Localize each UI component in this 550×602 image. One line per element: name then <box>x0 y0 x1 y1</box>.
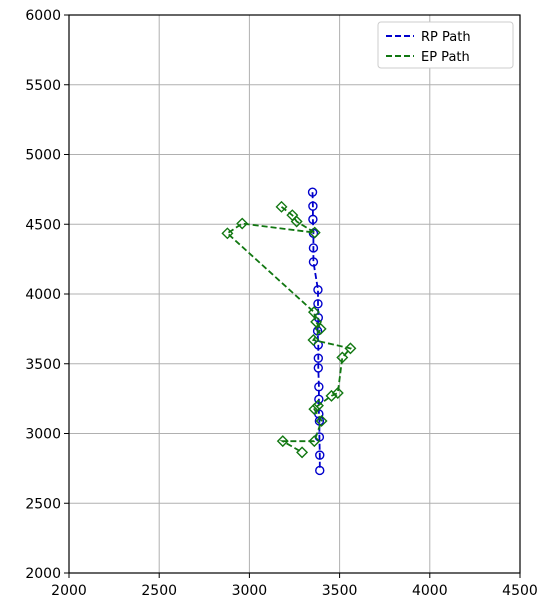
data-point-ep-path <box>236 217 249 230</box>
data-point-ep-path <box>307 306 320 319</box>
legend-box <box>377 21 514 69</box>
legend-rp-label: RP Path <box>421 30 471 45</box>
data-point-ep-path <box>336 351 349 364</box>
data-point-rp-path <box>313 285 323 295</box>
data-point-rp-path <box>307 187 318 197</box>
y-tick-label: 6000 <box>25 8 61 24</box>
y-tick-label: 4500 <box>25 217 61 233</box>
y-axis: 2000 2500 3000 3500 4000 4500 5000 5500 6000 <box>25 8 69 582</box>
data-point-rp-path <box>315 450 325 460</box>
data-point-ep-path <box>275 200 288 213</box>
data-point-rp-path <box>308 257 319 267</box>
data-point-ep-path <box>308 435 321 448</box>
y-tick-label: 4000 <box>25 287 61 303</box>
series-ep-path <box>221 200 357 459</box>
x-tick-label: 3500 <box>322 583 358 599</box>
legend: RP Path EP Path <box>377 21 514 69</box>
series-line-ep-path <box>225 206 353 454</box>
data-point-ep-path <box>308 226 321 239</box>
legend-ep-label: EP Path <box>421 50 470 65</box>
data-point-rp-path <box>314 394 324 405</box>
data-point-rp-path <box>308 243 319 253</box>
y-tick-label: 3500 <box>25 357 61 373</box>
y-tick-label: 3000 <box>25 427 61 443</box>
x-tick-label: 2000 <box>51 583 87 599</box>
data-point-ep-path <box>307 334 320 347</box>
data-point-rp-path <box>313 299 323 309</box>
y-tick-label: 2000 <box>25 566 61 582</box>
data-point-ep-path <box>276 435 289 448</box>
data-point-ep-path <box>314 322 327 335</box>
data-point-rp-path <box>313 363 324 373</box>
x-tick-label: 4000 <box>412 583 448 599</box>
y-tick-label: 5500 <box>25 78 61 94</box>
series-line-rp-path <box>311 192 321 471</box>
data-point-ep-path <box>310 315 323 328</box>
y-tick-label: 2500 <box>25 496 61 512</box>
x-tick-label: 2500 <box>141 583 177 599</box>
data-point-rp-path <box>315 465 325 476</box>
data-point-rp-path <box>314 382 324 392</box>
y-tick-label: 5000 <box>25 148 61 164</box>
data-point-ep-path <box>325 389 338 402</box>
data-point-ep-path <box>344 342 357 355</box>
data-point-rp-path <box>308 214 318 225</box>
series-layer <box>221 187 357 476</box>
data-point-ep-path <box>221 227 234 240</box>
data-point-ep-path <box>308 403 321 416</box>
data-point-ep-path <box>290 215 303 228</box>
data-point-ep-path <box>315 414 328 427</box>
x-tick-label: 3000 <box>232 583 268 599</box>
data-point-ep-path <box>331 387 344 400</box>
data-point-ep-path <box>296 446 309 459</box>
x-axis: 2000 2500 3000 3500 4000 4500 <box>51 573 538 599</box>
data-point-rp-path <box>308 201 318 211</box>
data-point-rp-path <box>313 353 324 363</box>
x-tick-label: 4500 <box>502 583 538 599</box>
